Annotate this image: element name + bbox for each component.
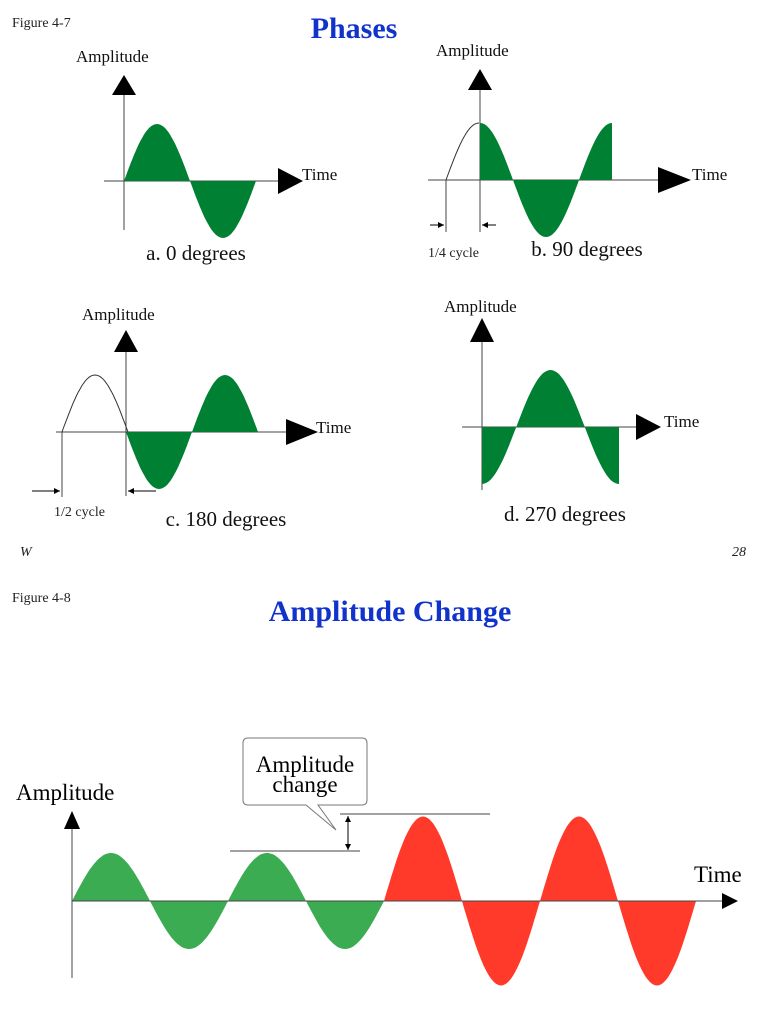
callout-line-2: change bbox=[272, 772, 337, 797]
panel-b-90-degrees: Amplitude Time 1/4 cycle b. 90 degrees bbox=[428, 41, 727, 261]
panel-b-time-label: Time bbox=[692, 165, 727, 184]
fig48-amplitude-label: Amplitude bbox=[16, 780, 114, 805]
footer-left-fragment: W bbox=[20, 545, 33, 560]
panel-b-amplitude-label: Amplitude bbox=[436, 41, 509, 60]
panel-d-y-arrow bbox=[470, 318, 494, 342]
panel-b-y-arrow bbox=[468, 69, 492, 90]
panel-d-caption: d. 270 degrees bbox=[504, 502, 626, 526]
footer-right-fragment: 28 bbox=[732, 545, 746, 560]
fig48-time-label: Time bbox=[694, 862, 742, 887]
panel-c-wave bbox=[126, 375, 258, 489]
panel-d-x-arrow bbox=[636, 414, 661, 440]
panel-a-x-arrow bbox=[278, 168, 303, 194]
callout-line-1: Amplitude bbox=[256, 752, 354, 777]
panel-b-shift-label: 1/4 cycle bbox=[428, 246, 479, 261]
panel-c-caption: c. 180 degrees bbox=[166, 507, 287, 531]
panel-b-wave bbox=[480, 123, 612, 237]
panel-d-time-label: Time bbox=[664, 412, 699, 431]
panel-c-x-arrow bbox=[286, 419, 318, 445]
panel-d-wave bbox=[482, 370, 619, 484]
panel-d-270-degrees: Amplitude Time d. 270 degrees bbox=[444, 297, 699, 526]
amplitude-change-callout bbox=[242, 737, 368, 831]
panel-c-180-degrees: Amplitude Time 1/2 cycle c. 180 degrees bbox=[32, 305, 351, 531]
panel-a-0-degrees: Amplitude Time a. 0 degrees bbox=[76, 47, 337, 265]
figure-4-8-label: Figure 4-8 bbox=[12, 591, 71, 606]
panel-c-time-label: Time bbox=[316, 418, 351, 437]
amplitude-change-diagram: Amplitude change Amplitude Time bbox=[16, 737, 742, 986]
panel-a-y-arrow bbox=[112, 75, 136, 95]
fig48-x-arrow bbox=[722, 893, 738, 909]
fig48-y-arrow bbox=[64, 811, 80, 829]
figure-4-8-title: Amplitude Change bbox=[269, 595, 512, 628]
panel-a-caption: a. 0 degrees bbox=[146, 241, 246, 265]
panel-c-ghost-wave bbox=[61, 374, 129, 433]
panel-a-amplitude-label: Amplitude bbox=[76, 47, 149, 66]
panel-a-wave bbox=[124, 124, 256, 238]
figure-4-7-title: Phases bbox=[311, 12, 398, 45]
panel-a-time-label: Time bbox=[302, 165, 337, 184]
panel-d-amplitude-label: Amplitude bbox=[444, 297, 517, 316]
panel-b-x-arrow bbox=[658, 167, 691, 193]
panel-b-ghost-wave bbox=[445, 122, 480, 181]
panel-c-shift-label: 1/2 cycle bbox=[54, 505, 105, 520]
panel-c-amplitude-label: Amplitude bbox=[82, 305, 155, 324]
figure-4-7-label: Figure 4-7 bbox=[12, 16, 71, 31]
panel-c-y-arrow bbox=[114, 330, 138, 352]
panel-b-caption: b. 90 degrees bbox=[531, 237, 642, 261]
